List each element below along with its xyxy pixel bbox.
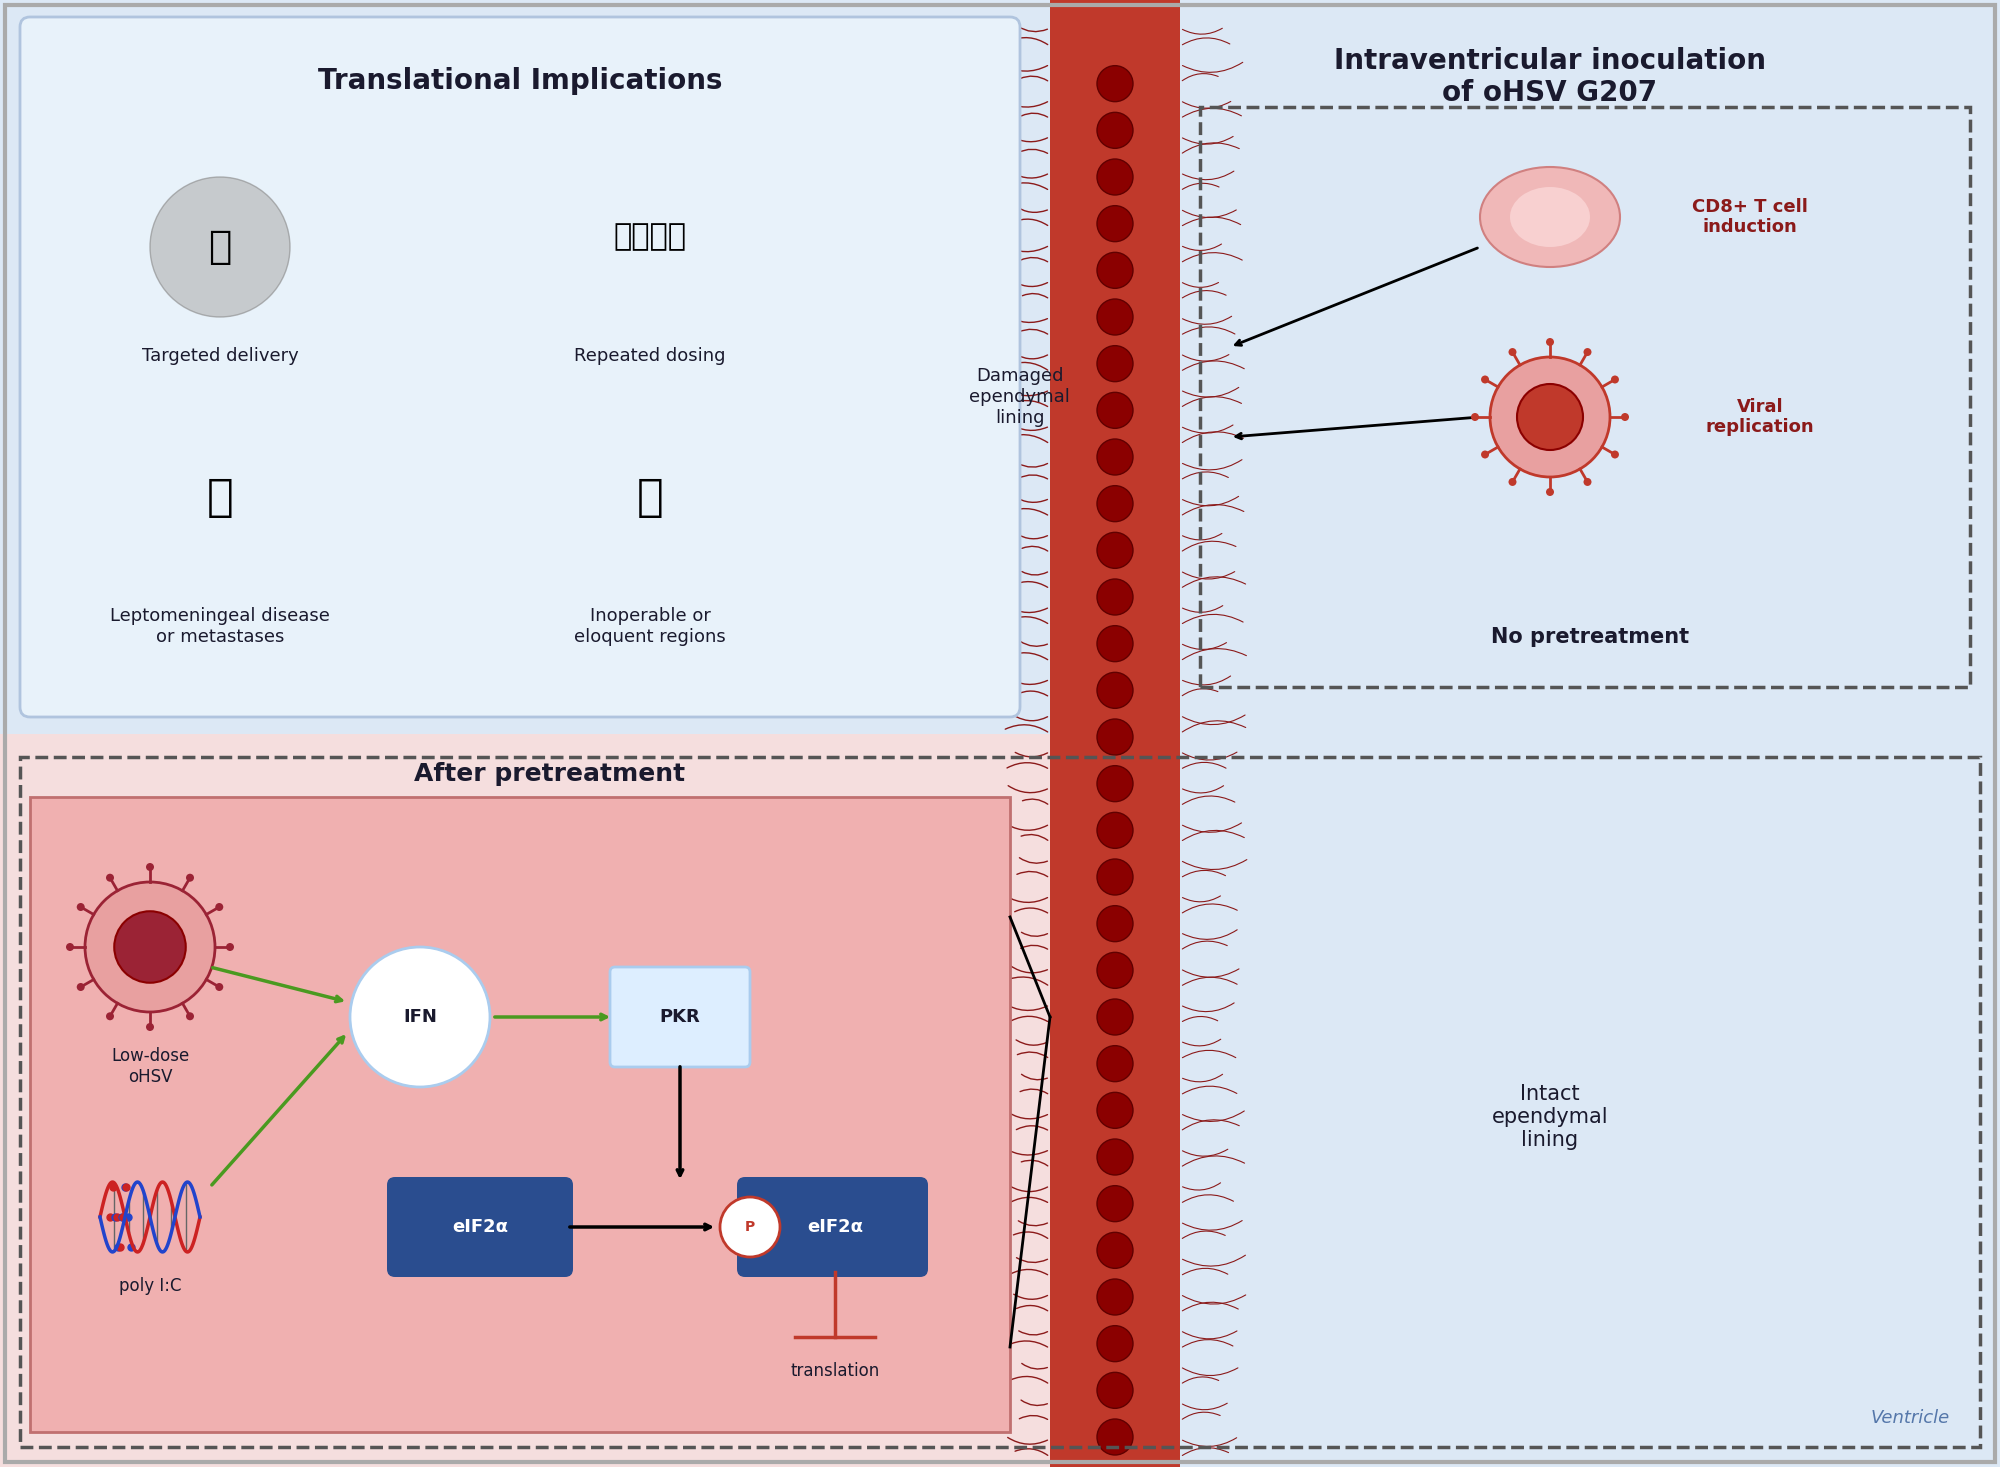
Text: Leptomeningeal disease
or metastases: Leptomeningeal disease or metastases xyxy=(110,607,330,645)
Circle shape xyxy=(1096,719,1132,756)
Text: eIF2α: eIF2α xyxy=(808,1218,864,1237)
Circle shape xyxy=(1096,1093,1132,1128)
Circle shape xyxy=(66,943,74,951)
Circle shape xyxy=(1096,1185,1132,1222)
Text: P: P xyxy=(744,1221,756,1234)
Circle shape xyxy=(186,1012,194,1020)
Circle shape xyxy=(1096,439,1132,475)
Text: 🧠: 🧠 xyxy=(636,475,664,518)
Text: 🫀: 🫀 xyxy=(206,475,234,518)
Circle shape xyxy=(1096,346,1132,381)
Circle shape xyxy=(1096,1326,1132,1361)
Circle shape xyxy=(1482,450,1490,459)
FancyBboxPatch shape xyxy=(738,1177,928,1276)
Text: Ventricle: Ventricle xyxy=(1870,1408,1950,1427)
Circle shape xyxy=(146,863,154,871)
FancyBboxPatch shape xyxy=(610,967,750,1067)
Text: Intact
ependymal
lining: Intact ependymal lining xyxy=(1492,1084,1608,1150)
Text: 💉💉💉💉: 💉💉💉💉 xyxy=(614,223,686,251)
Circle shape xyxy=(150,178,290,317)
Circle shape xyxy=(1096,66,1132,101)
Circle shape xyxy=(1096,1419,1132,1455)
Circle shape xyxy=(226,943,234,951)
Circle shape xyxy=(1518,384,1584,450)
Circle shape xyxy=(216,983,224,992)
Text: 🧠: 🧠 xyxy=(208,227,232,266)
FancyBboxPatch shape xyxy=(388,1177,574,1276)
Circle shape xyxy=(106,874,114,882)
Circle shape xyxy=(1472,414,1480,421)
FancyBboxPatch shape xyxy=(1180,0,2000,734)
Text: eIF2α: eIF2α xyxy=(452,1218,508,1237)
Circle shape xyxy=(216,904,224,911)
Text: Damaged
ependymal
lining: Damaged ependymal lining xyxy=(970,367,1070,427)
Text: Intraventricular inoculation
of oHSV G207: Intraventricular inoculation of oHSV G20… xyxy=(1334,47,1766,107)
Circle shape xyxy=(1096,205,1132,242)
Circle shape xyxy=(1096,579,1132,615)
Circle shape xyxy=(76,904,84,911)
FancyBboxPatch shape xyxy=(1180,734,2000,1467)
Circle shape xyxy=(1096,672,1132,709)
Text: PKR: PKR xyxy=(660,1008,700,1025)
Circle shape xyxy=(86,882,216,1012)
Circle shape xyxy=(186,874,194,882)
Circle shape xyxy=(1096,113,1132,148)
Circle shape xyxy=(1096,1138,1132,1175)
Bar xyxy=(1050,0,1180,1467)
Circle shape xyxy=(1610,376,1618,383)
Circle shape xyxy=(1096,252,1132,289)
Circle shape xyxy=(114,911,186,983)
Circle shape xyxy=(1584,348,1592,356)
Text: Viral
replication: Viral replication xyxy=(1706,398,1814,436)
Circle shape xyxy=(350,948,490,1087)
Circle shape xyxy=(1584,478,1592,486)
Circle shape xyxy=(1096,158,1132,195)
Circle shape xyxy=(146,1022,154,1031)
Circle shape xyxy=(1096,1232,1132,1269)
Circle shape xyxy=(1482,376,1490,383)
Text: Repeated dosing: Repeated dosing xyxy=(574,348,726,365)
Circle shape xyxy=(1096,392,1132,428)
Circle shape xyxy=(1096,486,1132,522)
Circle shape xyxy=(1620,414,1628,421)
Circle shape xyxy=(1508,348,1516,356)
FancyBboxPatch shape xyxy=(0,734,1050,1467)
Circle shape xyxy=(1610,450,1618,459)
Circle shape xyxy=(1490,356,1610,477)
Circle shape xyxy=(1096,625,1132,662)
Text: poly I:C: poly I:C xyxy=(118,1276,182,1295)
Ellipse shape xyxy=(1510,186,1590,246)
Circle shape xyxy=(106,1012,114,1020)
Text: CD8+ T cell
induction: CD8+ T cell induction xyxy=(1692,198,1808,236)
Text: No pretreatment: No pretreatment xyxy=(1490,626,1690,647)
Circle shape xyxy=(1508,478,1516,486)
FancyBboxPatch shape xyxy=(30,797,1010,1432)
Circle shape xyxy=(1096,533,1132,568)
Circle shape xyxy=(1096,905,1132,942)
FancyBboxPatch shape xyxy=(0,0,1050,734)
Text: Targeted delivery: Targeted delivery xyxy=(142,348,298,365)
Circle shape xyxy=(1096,1279,1132,1314)
Circle shape xyxy=(1096,999,1132,1036)
FancyBboxPatch shape xyxy=(20,18,1020,717)
Text: After pretreatment: After pretreatment xyxy=(414,761,686,786)
Circle shape xyxy=(1096,952,1132,989)
Circle shape xyxy=(1546,489,1554,496)
Text: Low-dose
oHSV: Low-dose oHSV xyxy=(110,1047,190,1086)
Circle shape xyxy=(1096,299,1132,334)
Text: Translational Implications: Translational Implications xyxy=(318,67,722,95)
Circle shape xyxy=(720,1197,780,1257)
Text: IFN: IFN xyxy=(404,1008,436,1025)
Ellipse shape xyxy=(1480,167,1620,267)
Text: translation: translation xyxy=(790,1361,880,1380)
Circle shape xyxy=(1096,813,1132,848)
Text: Inoperable or
eloquent regions: Inoperable or eloquent regions xyxy=(574,607,726,645)
Circle shape xyxy=(1096,1046,1132,1081)
Circle shape xyxy=(76,983,84,992)
Circle shape xyxy=(1546,337,1554,346)
Circle shape xyxy=(1096,860,1132,895)
Circle shape xyxy=(1096,1372,1132,1408)
Circle shape xyxy=(1096,766,1132,801)
